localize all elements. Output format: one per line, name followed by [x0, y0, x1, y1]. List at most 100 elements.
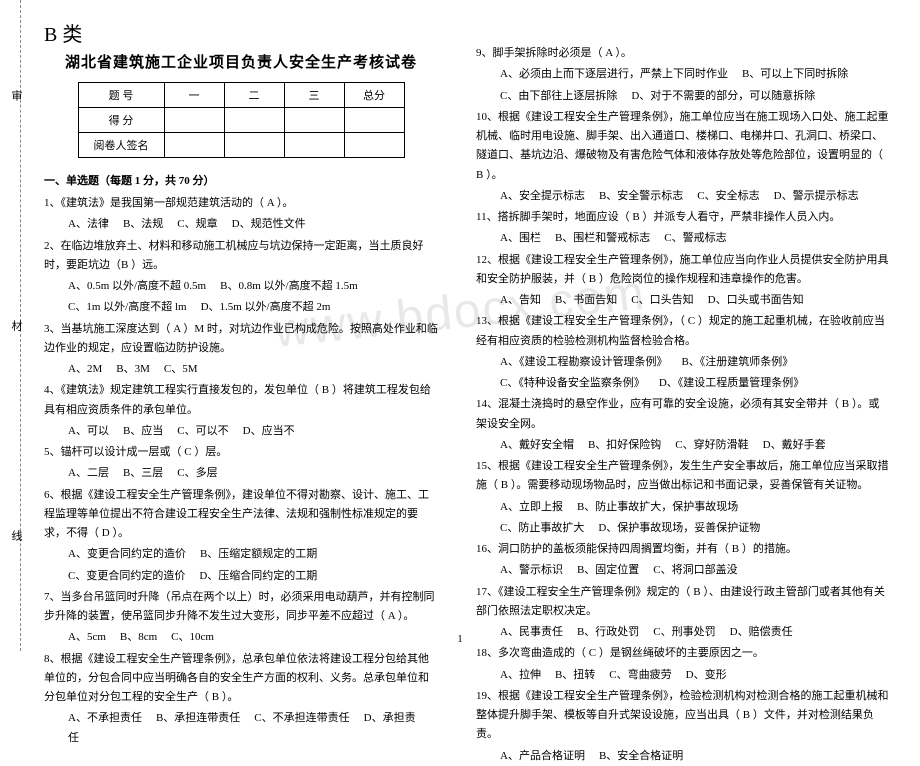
- question: 9、脚手架拆除时必须是（ A ）。: [476, 44, 890, 63]
- question-options: A、5cmB、8cmC、10cm: [44, 628, 438, 647]
- question: 2、在临边堆放弃土、材料和移动施工机械应与坑边保持一定距离，当土质良好时，要距坑…: [44, 237, 438, 276]
- option: C、10cm: [171, 631, 214, 643]
- question: 7、当多台吊篮同时升降（吊点在两个以上）时，必须采用电动葫芦，并有控制同步升降的…: [44, 588, 438, 627]
- question-options: A、产品合格证明B、安全合格证明: [476, 747, 890, 766]
- option: B、压缩定额规定的工期: [200, 548, 317, 560]
- option: A、立即上报: [500, 501, 563, 513]
- question: 15、根据《建设工程安全生产管理条例》，发生生产安全事故后，施工单位应当采取措施…: [476, 457, 890, 496]
- question-options: A、《建设工程勘察设计管理条例》B、《注册建筑师条例》: [476, 353, 890, 372]
- option: B、扭转: [555, 669, 595, 681]
- table-cell: [344, 133, 404, 158]
- option: B、3M: [116, 363, 150, 375]
- option: C、将洞口部盖没: [653, 564, 737, 576]
- question: 14、混凝土浇捣时的悬空作业，应有可靠的安全设施，必须有其安全带并（ B ）。或…: [476, 395, 890, 434]
- option: A、二层: [68, 467, 109, 479]
- category-label: B 类: [44, 18, 438, 47]
- question: 19、根据《建设工程安全生产管理条例》，检验检测机构对检测合格的施工起重机械和整…: [476, 687, 890, 745]
- table-row: 得 分: [78, 108, 404, 133]
- question: 18、多次弯曲造成的（ C ）是钢丝绳破坏的主要原因之一。: [476, 644, 890, 663]
- option: C、弯曲疲劳: [609, 669, 671, 681]
- option: A、警示标识: [500, 564, 563, 576]
- option: A、拉伸: [500, 669, 541, 681]
- option: D、应当不: [243, 425, 295, 437]
- option: A、戴好安全帽: [500, 439, 574, 451]
- option: D、变形: [686, 669, 727, 681]
- option: C、防止事故扩大: [500, 522, 584, 534]
- question-options: A、围栏 B、围栏和警戒标志 C、警戒标志: [476, 229, 890, 248]
- option: B、0.8m 以外/高度不超 1.5m: [220, 280, 358, 292]
- option: B、防止事故扩大，保护事故现场: [577, 501, 738, 513]
- option: D、压缩合同约定的工期: [199, 570, 317, 582]
- left-question-list: 1、《建筑法》是我国第一部规范建筑活动的（ A ）。A、法律B、法规C、规章D、…: [44, 194, 438, 748]
- option: B、扣好保险钩: [588, 439, 661, 451]
- option: C、警戒标志: [664, 232, 726, 244]
- option: B、承担连带责任: [156, 712, 240, 724]
- document-title: 湖北省建筑施工企业项目负责人安全生产考核试卷: [44, 51, 438, 72]
- table-cell: [284, 133, 344, 158]
- table-cell: [224, 108, 284, 133]
- question-options: A、可以B、应当C、可以不D、应当不: [44, 422, 438, 441]
- table-header-cell: 总分: [344, 83, 404, 108]
- table-row: 题 号一二三总分: [78, 83, 404, 108]
- right-column: 9、脚手架拆除时必须是（ A ）。 A、必须由上而下逐层进行，严禁上下同时作业 B、…: [460, 0, 920, 651]
- option: C、由下部往上逐层拆除: [500, 90, 617, 102]
- question-options: A、民事责任B、行政处罚C、刑事处罚D、赔偿责任: [476, 623, 890, 642]
- table-cell: 得 分: [78, 108, 164, 133]
- question-options: A、法律B、法规C、规章D、规范性文件: [44, 215, 438, 234]
- table-header-cell: 三: [284, 83, 344, 108]
- question-options: A、0.5m 以外/高度不超 0.5m B、0.8m 以外/高度不超 1.5m: [44, 277, 438, 296]
- table-cell: [164, 133, 224, 158]
- question: 17、《建设工程安全生产管理条例》规定的（ B ）、由建设行政主管部门或者其他有…: [476, 583, 890, 622]
- option: A、围栏: [500, 232, 541, 244]
- question: 11、搭拆脚手架时，地面应设（ B ）并派专人看守，严禁非操作人员入内。: [476, 208, 890, 227]
- question: 4、《建筑法》规定建筑工程实行直接发包的，发包单位（ B ）将建筑工程发包给具有…: [44, 381, 438, 420]
- question-options: A、安全提示标志B、安全警示标志C、安全标志D、警示提示标志: [476, 187, 890, 206]
- option: A、2M: [68, 363, 102, 375]
- table-cell: [164, 108, 224, 133]
- option: D、口头或书面告知: [708, 294, 804, 306]
- option: D、保护事故现场，妥善保护证物: [598, 522, 760, 534]
- table-header-cell: 二: [224, 83, 284, 108]
- option: D、1.5m 以外/高度不超 2m: [201, 301, 331, 313]
- question: 3、当基坑施工深度达到（ A ）M 时，对坑边作业已构成危险。按照高处作业和临边…: [44, 320, 438, 359]
- option: C、安全标志: [697, 190, 759, 202]
- question-options: A、戴好安全帽B、扣好保险钩C、穿好防滑鞋D、戴好手套: [476, 436, 890, 455]
- question-options: A、必须由上而下逐层进行，严禁上下同时作业 B、可以上下同时拆除: [476, 65, 890, 84]
- question: 13、根据《建设工程安全生产管理条例》，（ C ）规定的施工起重机械，在验收前应…: [476, 312, 890, 351]
- option: A、民事责任: [500, 626, 563, 638]
- option: B、安全警示标志: [599, 190, 683, 202]
- option: C、口头告知: [631, 294, 693, 306]
- option: D、《建设工程质量管理条例》: [659, 377, 804, 389]
- option: A、不承担责任: [68, 712, 142, 724]
- option: D、规范性文件: [232, 218, 306, 230]
- table-cell: [344, 108, 404, 133]
- option: B、固定位置: [577, 564, 639, 576]
- option: D、对于不需要的部分，可以随意拆除: [631, 90, 815, 102]
- question-options: A、警示标识 B、固定位置 C、将洞口部盖没: [476, 561, 890, 580]
- option: C、1m 以外/高度不超 lm: [68, 301, 187, 313]
- option: A、0.5m 以外/高度不超 0.5m: [68, 280, 206, 292]
- question-options: A、变更合同约定的造价B、压缩定额规定的工期: [44, 545, 438, 564]
- question-options: C、1m 以外/高度不超 lm D、1.5m 以外/高度不超 2m: [44, 298, 438, 317]
- option: B、可以上下同时拆除: [742, 68, 848, 80]
- option: C、刑事处罚: [653, 626, 715, 638]
- option: A、可以: [68, 425, 109, 437]
- option: A、必须由上而下逐层进行，严禁上下同时作业: [500, 68, 728, 80]
- table-cell: [284, 108, 344, 133]
- option: C、变更合同约定的造价: [68, 570, 185, 582]
- question: 16、洞口防护的盖板须能保持四周搁置均衡，并有（ B ）的措施。: [476, 540, 890, 559]
- question-options: A、二层B、三层C、多层: [44, 464, 438, 483]
- option: A、《建设工程勘察设计管理条例》: [500, 356, 667, 368]
- right-question-list: 9、脚手架拆除时必须是（ A ）。 A、必须由上而下逐层进行，严禁上下同时作业 B、…: [476, 44, 890, 766]
- option: A、法律: [68, 218, 109, 230]
- option: C、规章: [177, 218, 217, 230]
- question: 6、根据《建设工程安全生产管理条例》，建设单位不得对勘察、设计、施工、工程监理等…: [44, 486, 438, 544]
- table-cell: 阅卷人签名: [78, 133, 164, 158]
- question-options: A、不承担责任B、承担连带责任C、不承担连带责任D、承担责任: [44, 709, 438, 748]
- table-row: 阅卷人签名: [78, 133, 404, 158]
- option: B、围栏和警戒标志: [555, 232, 650, 244]
- option: A、产品合格证明: [500, 750, 585, 762]
- option: C、多层: [177, 467, 217, 479]
- question: 5、锚杆可以设计成一层或（ C ）层。: [44, 443, 438, 462]
- question-options: A、拉伸 B、扭转 C、弯曲疲劳 D、变形: [476, 666, 890, 685]
